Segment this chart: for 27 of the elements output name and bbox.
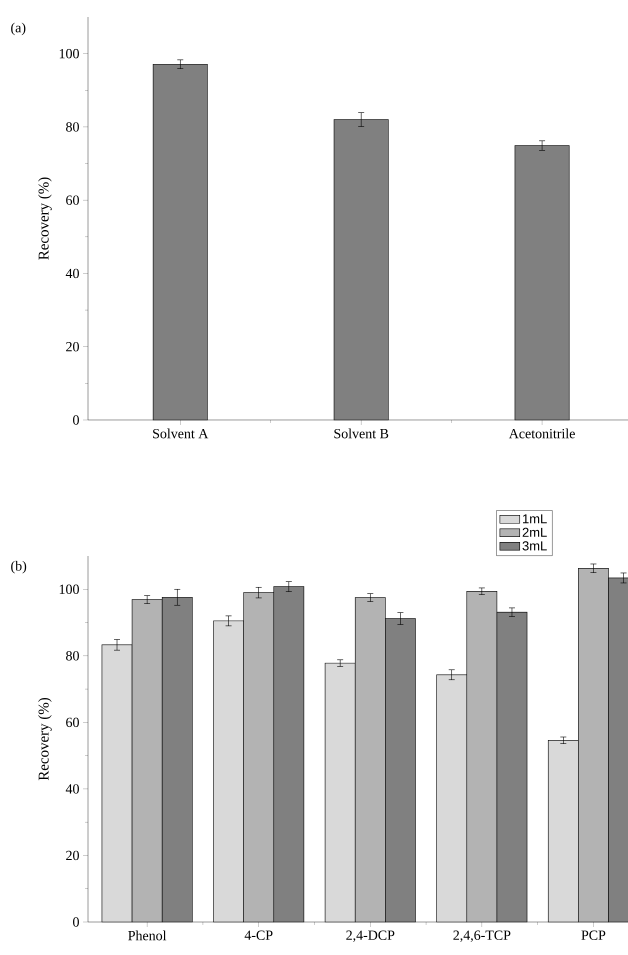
x-tick-label: Solvent B [334,428,388,438]
y-axis-title: Recovery (%) [38,177,52,260]
y-tick-label: 0 [73,917,79,927]
y-tick-label: 100 [60,584,79,594]
x-tick-label: Phenol [128,930,166,940]
legend-label: 3mL [522,541,547,550]
y-tick-label: 40 [66,268,79,278]
x-tick-label: Solvent A [153,428,208,438]
x-tick-label: Acetonitrile [508,428,575,438]
x-tick-label: PCP [581,930,606,940]
y-tick-label: 20 [66,850,79,860]
x-tick-label: 4-CP [244,930,272,940]
y-tick-label: 20 [66,342,79,352]
y-tick-label: 80 [66,651,79,661]
y-tick-label: 100 [60,48,79,58]
legend-label: 2mL [522,528,547,537]
y-axis-title: Recovery (%) [38,698,52,780]
y-tick-label: 40 [66,784,79,794]
x-tick-label: 2,4,6-TCP [453,930,510,942]
y-tick-label: 60 [66,718,79,728]
legend-label: 1mL [523,514,547,524]
y-tick-label: 0 [73,415,79,425]
y-tick-label: 80 [66,122,79,132]
x-tick-label: 2,4-DCP [346,930,394,942]
chart-title: (b) [11,560,26,574]
y-tick-label: 60 [66,195,79,205]
chart-title: (a) [11,22,26,36]
